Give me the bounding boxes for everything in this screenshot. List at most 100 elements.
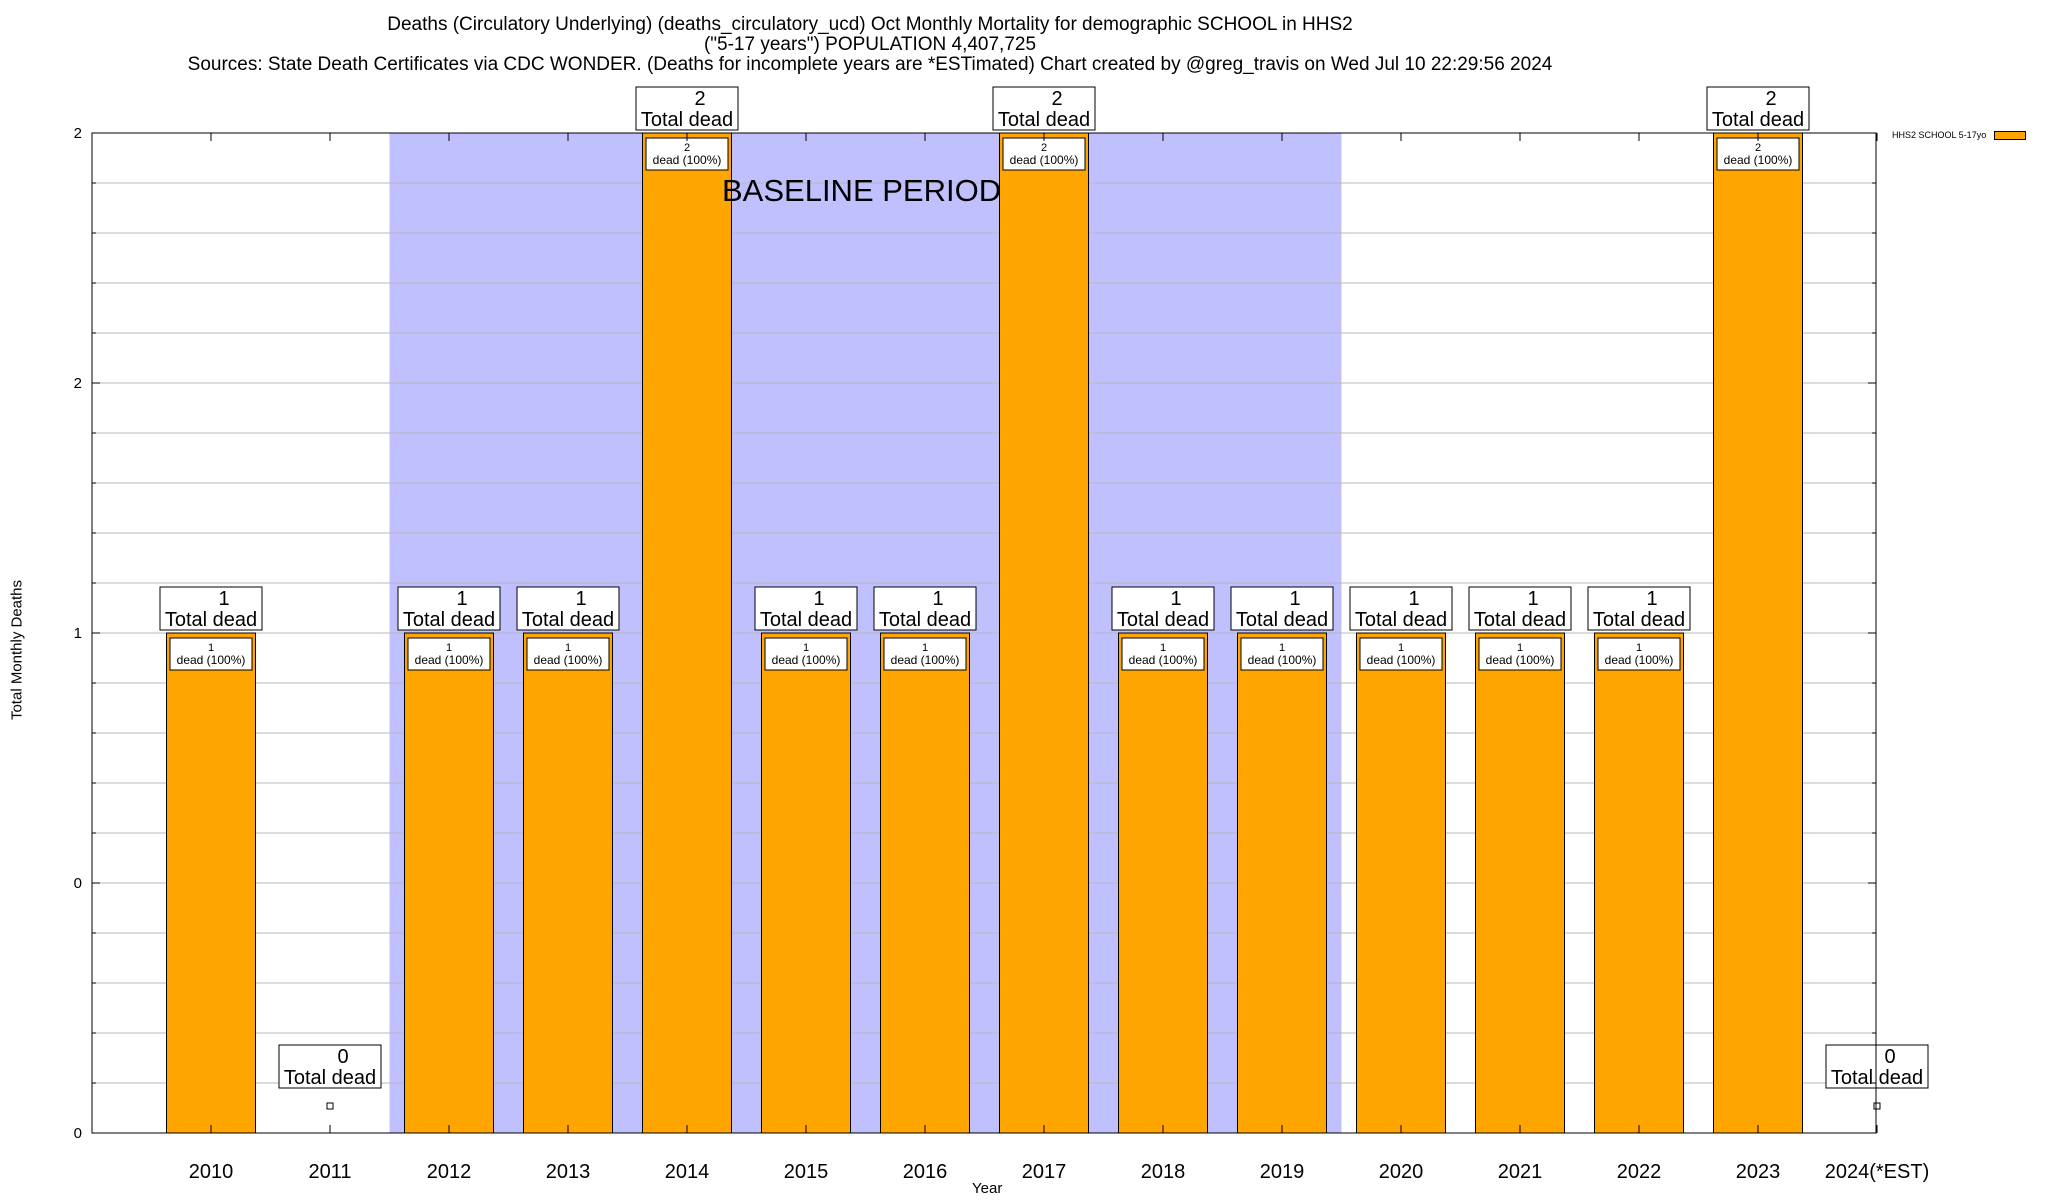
bar-value-label-suffix: dead (100%) (1010, 153, 1079, 167)
chart-title-line-1: Deaths (Circulatory Underlying) (deaths_… (387, 14, 1353, 35)
total-label-value: 1 (218, 588, 229, 610)
x-tick-label: 2021 (1498, 1161, 1543, 1183)
bar-value-label-box (1240, 637, 1324, 671)
bar-value-label-box (407, 637, 491, 671)
total-label-value: 1 (575, 588, 586, 610)
bar-value-label: 1 (803, 642, 809, 654)
total-label-box (873, 586, 977, 631)
bar (1118, 632, 1208, 1134)
total-label-value: 2 (1051, 88, 1062, 110)
bar (1356, 632, 1446, 1134)
total-label-text: Total dead (1355, 609, 1447, 631)
bar-value-label-suffix: dead (100%) (1248, 653, 1317, 667)
total-label-value: 1 (932, 588, 943, 610)
legend: HHS2 SCHOOL 5-17yo (1892, 130, 2027, 141)
bar-value-label-box (1359, 637, 1443, 671)
bar (642, 132, 732, 1134)
total-label-box (397, 586, 501, 631)
bar-value-label: 1 (1517, 642, 1523, 654)
bar-value-label-suffix: dead (100%) (772, 653, 841, 667)
x-tick-label: 2022 (1617, 1161, 1662, 1183)
total-label-box (1111, 586, 1215, 631)
total-label-box (1230, 586, 1334, 631)
bar-value-label-suffix: dead (100%) (415, 653, 484, 667)
total-label-value: 1 (813, 588, 824, 610)
total-label-value: 1 (1646, 588, 1657, 610)
bar-value-label: 2 (1041, 142, 1047, 154)
chart-title-line-2: ("5-17 years") POPULATION 4,407,725 (703, 34, 1037, 55)
y-tick-label: 2 (74, 125, 82, 142)
zero-marker (1873, 1102, 1881, 1110)
total-label-text: Total dead (1474, 609, 1566, 631)
bar (1237, 632, 1327, 1134)
bar-value-label: 2 (1755, 142, 1761, 154)
total-label-value: 2 (1765, 88, 1776, 110)
x-axis-title: Year (972, 1180, 1003, 1197)
bar (999, 132, 1089, 1134)
bar-value-label: 1 (1160, 642, 1166, 654)
bar-value-label-box (645, 137, 729, 171)
total-label-box (754, 586, 858, 631)
bar-value-label-box (1597, 637, 1681, 671)
bar-value-label: 1 (1636, 642, 1642, 654)
bar-value-label-suffix: dead (100%) (1605, 653, 1674, 667)
bar (880, 632, 970, 1134)
total-label-box (1587, 586, 1691, 631)
x-tick-label: 2017 (1022, 1161, 1067, 1183)
bar-value-label-box (1121, 637, 1205, 671)
gridlines (92, 182, 1876, 1084)
total-label-box (516, 586, 620, 631)
bar-value-label: 1 (1398, 642, 1404, 654)
total-label-text: Total dead (403, 609, 495, 631)
total-label-text: Total dead (1236, 609, 1328, 631)
bar (1475, 632, 1565, 1134)
total-label-text: Total dead (641, 109, 733, 131)
x-tick-label: 2014 (665, 1161, 710, 1183)
bar-value-label-suffix: dead (100%) (534, 653, 603, 667)
total-label-text: Total dead (522, 609, 614, 631)
bar-value-label-box (1716, 137, 1800, 171)
bar (761, 632, 851, 1134)
total-label-text: Total dead (879, 609, 971, 631)
bar-value-label-box (883, 637, 967, 671)
x-tick-label: 2018 (1141, 1161, 1186, 1183)
x-tick-label: 2019 (1260, 1161, 1305, 1183)
bar-value-label: 1 (208, 642, 214, 654)
x-tick-label: 2024(*EST) (1825, 1161, 1930, 1183)
total-label-value: 1 (1289, 588, 1300, 610)
total-label-box (1468, 586, 1572, 631)
total-label-text: Total dead (1117, 609, 1209, 631)
bar-value-label-box (764, 637, 848, 671)
total-label-text: Total dead (1831, 1067, 1923, 1089)
total-label-text: Total dead (284, 1067, 376, 1089)
bar (404, 632, 494, 1134)
bar (523, 632, 613, 1134)
x-tick-label: 2012 (427, 1161, 472, 1183)
x-tick-label: 2013 (546, 1161, 591, 1183)
bar-value-label-suffix: dead (100%) (177, 653, 246, 667)
x-tick-label: 2020 (1379, 1161, 1424, 1183)
legend-label: HHS2 SCHOOL 5-17yo (1892, 130, 1987, 140)
total-label-value: 1 (1527, 588, 1538, 610)
bar-value-label-suffix: dead (100%) (653, 153, 722, 167)
bar-value-label-box (1478, 637, 1562, 671)
total-label-box (278, 1044, 382, 1089)
total-label-value: 2 (694, 88, 705, 110)
total-label-value: 1 (1408, 588, 1419, 610)
bar-value-label-suffix: dead (100%) (1724, 153, 1793, 167)
total-label-value: 1 (1170, 588, 1181, 610)
legend-swatch (1994, 131, 2027, 141)
bar-value-label-suffix: dead (100%) (891, 653, 960, 667)
total-label-text: Total dead (1712, 109, 1804, 131)
bar (1594, 632, 1684, 1134)
y-tick-label: 2 (74, 375, 82, 392)
bar-value-label-box (526, 637, 610, 671)
total-label-box (635, 86, 739, 131)
bar-value-label: 1 (922, 642, 928, 654)
bar (1713, 132, 1803, 1134)
y-axis-title: Total Monthly Deaths (8, 579, 26, 721)
bar-value-label: 1 (565, 642, 571, 654)
